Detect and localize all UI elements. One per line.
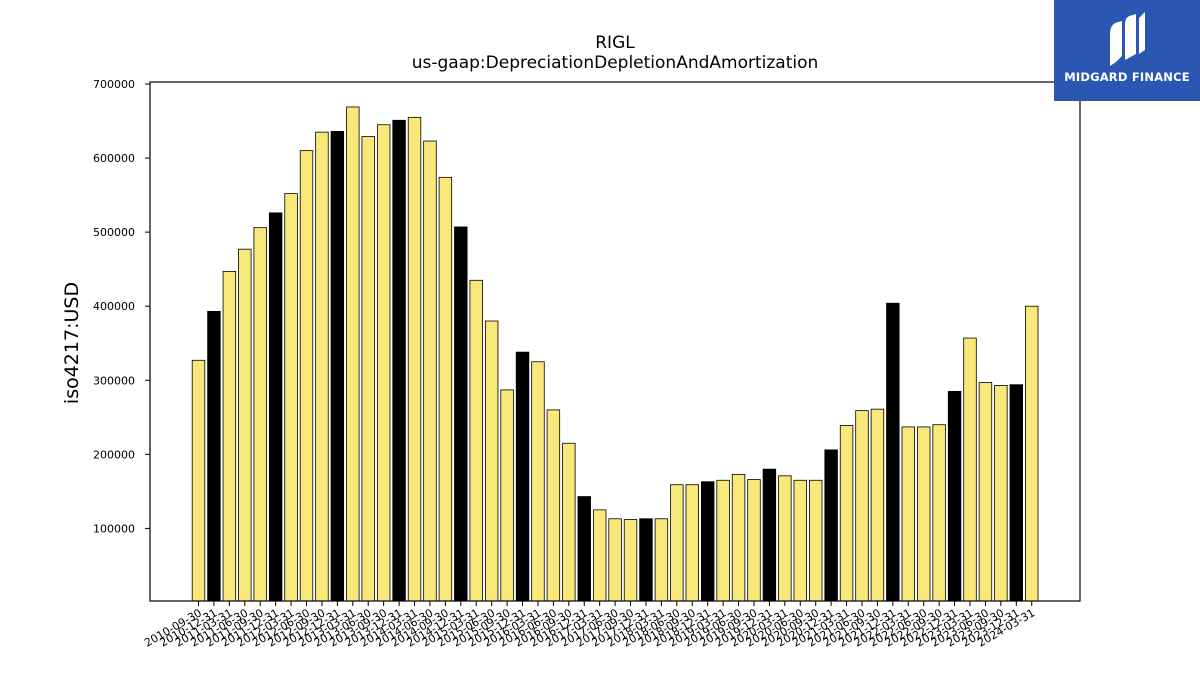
bar-2015-06-30 bbox=[484, 320, 499, 602]
bar-2023-03-31 bbox=[963, 337, 977, 602]
bar-2023-09-30 bbox=[994, 385, 1008, 602]
bar-2021-09-30 bbox=[870, 408, 885, 602]
bar-2012-06-30 bbox=[299, 150, 314, 602]
bar-2017-12-31 bbox=[639, 518, 653, 602]
chart-title: RIGL bbox=[595, 33, 635, 53]
bar-2023-06-30 bbox=[978, 382, 993, 602]
midgard-logo-icon bbox=[1110, 12, 1145, 66]
bar-2016-12-31 bbox=[577, 496, 591, 602]
y-tick-label: 500000 bbox=[93, 226, 135, 239]
bar-2019-12-31 bbox=[762, 468, 777, 602]
bar-2014-09-30 bbox=[438, 176, 453, 602]
bar-2021-12-31 bbox=[886, 302, 900, 602]
bar-2013-06-30 bbox=[361, 136, 375, 602]
bar-2022-12-31 bbox=[947, 390, 962, 602]
bar-2024-03-31 bbox=[1025, 305, 1039, 602]
y-tick-label: 200000 bbox=[93, 448, 135, 461]
bar-2022-09-30 bbox=[932, 424, 946, 602]
bar-2016-03-31 bbox=[531, 361, 545, 602]
bar-2017-06-30 bbox=[608, 518, 622, 602]
bar-2018-12-31 bbox=[700, 481, 715, 602]
bar-2012-12-31 bbox=[330, 130, 345, 602]
bar-2017-03-31 bbox=[592, 509, 607, 602]
bar-2021-03-31 bbox=[839, 425, 854, 602]
bar-2019-06-30 bbox=[731, 473, 746, 602]
bar-2011-03-31 bbox=[222, 270, 237, 602]
plot-frame bbox=[149, 81, 1081, 602]
x-ticks-group: 2010-09-302010-12-312011-03-312011-06-30… bbox=[142, 601, 1037, 650]
bar-2011-06-30 bbox=[238, 248, 252, 602]
brand-logo: MIDGARD FINANCE bbox=[1054, 0, 1200, 101]
y-tick-label: 700000 bbox=[93, 78, 135, 91]
bar-2014-12-31 bbox=[454, 226, 468, 602]
bar-2013-12-31 bbox=[392, 119, 406, 602]
bar-2012-09-30 bbox=[315, 131, 329, 602]
bar-2013-09-30 bbox=[376, 124, 391, 602]
bar-2023-12-31 bbox=[1009, 384, 1023, 602]
bars-group bbox=[191, 106, 1039, 602]
bar-2022-03-31 bbox=[901, 426, 915, 602]
bar-2019-03-31 bbox=[716, 479, 730, 602]
bar-2019-09-30 bbox=[747, 479, 761, 602]
y-tick-label: 600000 bbox=[93, 152, 135, 165]
bar-2015-12-31 bbox=[515, 351, 530, 602]
bar-2014-06-30 bbox=[423, 140, 437, 602]
y-axis-label: iso4217:USD bbox=[61, 282, 83, 404]
bar-2010-12-31 bbox=[207, 310, 221, 602]
bar-2021-06-30 bbox=[855, 410, 869, 602]
y-tick-label: 400000 bbox=[93, 300, 135, 313]
y-tick-label: 300000 bbox=[93, 374, 135, 387]
bar-2013-03-31 bbox=[346, 106, 360, 602]
chart-subtitle: us-gaap:DepreciationDepletionAndAmortiza… bbox=[412, 53, 819, 73]
bar-2022-06-30 bbox=[917, 426, 931, 602]
bar-2018-09-30 bbox=[685, 484, 699, 602]
bar-2016-06-30 bbox=[546, 409, 561, 602]
bar-2011-09-30 bbox=[253, 227, 267, 602]
bar-2020-12-31 bbox=[824, 449, 838, 602]
bar-2020-06-30 bbox=[793, 479, 807, 602]
bar-2020-03-31 bbox=[778, 475, 792, 602]
bar-2017-09-30 bbox=[623, 519, 638, 602]
bar-2020-09-30 bbox=[809, 479, 823, 602]
bar-2016-09-30 bbox=[562, 442, 576, 602]
bar-2012-03-31 bbox=[284, 193, 298, 602]
y-ticks-group: 100000 200000 300000 400000 500000 600000 7000… bbox=[93, 78, 150, 535]
bar-2010-09-30 bbox=[191, 359, 206, 602]
bar-2015-03-31 bbox=[469, 279, 483, 602]
bar-2015-09-30 bbox=[500, 389, 514, 602]
brand-name: MIDGARD FINANCE bbox=[1064, 70, 1190, 84]
bar-2014-03-31 bbox=[407, 116, 422, 602]
bar-2011-12-31 bbox=[268, 212, 283, 602]
bar-2018-06-30 bbox=[670, 484, 684, 602]
bar-2018-03-31 bbox=[654, 518, 669, 602]
y-tick-label: 100000 bbox=[93, 522, 135, 535]
